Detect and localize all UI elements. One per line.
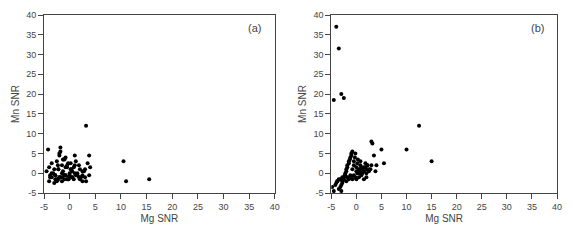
svg-text:35: 35: [26, 30, 36, 40]
svg-text:5: 5: [93, 202, 98, 212]
svg-text:40: 40: [270, 202, 280, 212]
svg-text:20: 20: [313, 89, 323, 99]
svg-text:30: 30: [26, 50, 36, 60]
svg-text:10: 10: [402, 202, 412, 212]
svg-text:0: 0: [354, 202, 359, 212]
svg-text:10: 10: [26, 129, 36, 139]
svg-text:20: 20: [167, 202, 177, 212]
svg-text:-5: -5: [28, 188, 36, 198]
svg-text:(a): (a): [248, 22, 261, 34]
svg-text:35: 35: [527, 202, 537, 212]
svg-text:15: 15: [313, 109, 323, 119]
svg-text:30: 30: [219, 202, 229, 212]
svg-text:20: 20: [452, 202, 462, 212]
svg-text:-5: -5: [40, 202, 48, 212]
svg-text:10: 10: [116, 202, 126, 212]
svg-text:5: 5: [318, 149, 323, 159]
svg-text:35: 35: [313, 30, 323, 40]
svg-text:5: 5: [379, 202, 384, 212]
svg-text:-5: -5: [327, 202, 335, 212]
svg-text:40: 40: [26, 10, 36, 20]
svg-text:35: 35: [244, 202, 254, 212]
svg-text:30: 30: [502, 202, 512, 212]
svg-text:15: 15: [26, 109, 36, 119]
svg-text:Mg SNR: Mg SNR: [141, 213, 179, 224]
svg-text:(b): (b): [531, 22, 544, 34]
svg-text:-5: -5: [315, 188, 323, 198]
svg-text:25: 25: [193, 202, 203, 212]
svg-text:25: 25: [313, 69, 323, 79]
svg-text:20: 20: [26, 89, 36, 99]
svg-text:Mn SNR: Mn SNR: [297, 85, 308, 123]
svg-text:30: 30: [313, 50, 323, 60]
svg-text:0: 0: [67, 202, 72, 212]
svg-text:40: 40: [552, 202, 562, 212]
svg-text:15: 15: [142, 202, 152, 212]
svg-text:0: 0: [318, 168, 323, 178]
svg-text:5: 5: [31, 149, 36, 159]
svg-text:25: 25: [26, 69, 36, 79]
svg-text:25: 25: [477, 202, 487, 212]
svg-text:10: 10: [313, 129, 323, 139]
svg-text:15: 15: [427, 202, 437, 212]
svg-text:Mn SNR: Mn SNR: [10, 85, 21, 123]
svg-text:Mg SNR: Mg SNR: [425, 213, 463, 224]
svg-text:0: 0: [31, 168, 36, 178]
svg-text:40: 40: [313, 10, 323, 20]
